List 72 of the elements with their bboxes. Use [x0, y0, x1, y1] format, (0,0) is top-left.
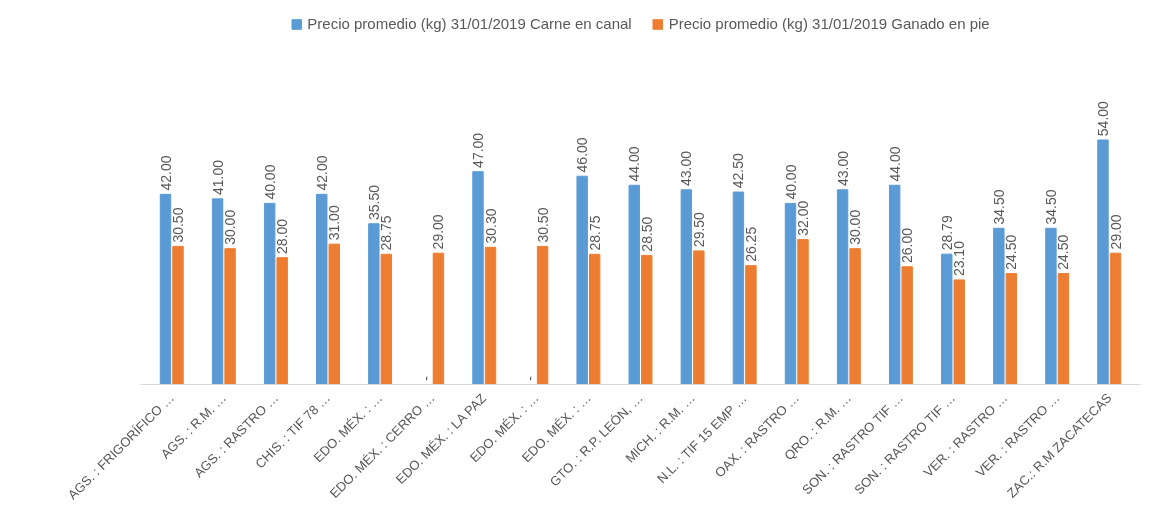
bar [316, 193, 328, 385]
data-label: 26.25 [742, 226, 759, 262]
data-label: 29.00 [430, 214, 447, 250]
data-label: 41.00 [209, 159, 226, 196]
bar [693, 250, 705, 385]
bar [641, 254, 653, 385]
bar [211, 198, 224, 385]
bar [224, 248, 236, 385]
bar [628, 184, 640, 385]
data-label: 46.00 [574, 137, 591, 173]
data-label: 28.50 [638, 216, 655, 252]
bar [432, 252, 445, 385]
data-label: 30.50 [534, 207, 551, 243]
data-label: 28.00 [274, 218, 291, 254]
bar [159, 193, 172, 385]
bar [263, 202, 276, 385]
data-label: 42.00 [313, 155, 330, 191]
bar [472, 171, 484, 385]
data-label: 24.50 [1055, 234, 1072, 270]
bar [732, 191, 745, 385]
data-label: 31.00 [326, 205, 343, 241]
bar [784, 202, 797, 385]
data-label: 44.00 [886, 146, 903, 182]
bar [576, 175, 588, 385]
legend-label: Precio promedio (kg) 31/01/2019 Ganado en pie [668, 15, 990, 32]
bar [368, 223, 380, 385]
bar [849, 248, 861, 385]
data-label: 30.00 [847, 209, 864, 245]
legend-label: Precio promedio (kg) 31/01/2019 Carne en canal [307, 15, 632, 32]
bar [484, 246, 497, 385]
bar [1109, 252, 1122, 385]
bar [588, 253, 601, 385]
data-label: 40.00 [261, 164, 278, 200]
data-label: 29.50 [690, 211, 707, 248]
text: - [522, 376, 539, 381]
data-label: 34.50 [1042, 189, 1059, 225]
bar [1045, 227, 1057, 385]
data-label: 54.00 [1095, 100, 1111, 137]
bar [953, 279, 965, 385]
data-label: 29.00 [1107, 214, 1124, 250]
data-label: 30.50 [170, 207, 186, 243]
data-label: 43.00 [678, 150, 695, 186]
bar [680, 189, 693, 385]
bar [797, 239, 809, 385]
bar [888, 184, 901, 385]
bar [276, 257, 288, 385]
data-label: 30.30 [482, 208, 499, 244]
bar [536, 245, 549, 385]
bar [1097, 139, 1109, 385]
data-label: 40.00 [782, 164, 799, 200]
bar [901, 266, 913, 385]
bar [328, 243, 340, 385]
data-label: 34.50 [990, 189, 1007, 225]
data-label: 43.00 [834, 150, 851, 186]
data-label: 24.50 [1003, 234, 1020, 270]
bar [745, 265, 757, 385]
text: - [417, 376, 434, 381]
data-label: 30.00 [222, 209, 239, 245]
data-label: 32.00 [795, 200, 811, 236]
bar [172, 245, 184, 385]
data-label: 28.75 [586, 215, 603, 251]
data-label: 26.00 [899, 227, 916, 263]
bar [836, 189, 849, 385]
bar [380, 253, 393, 385]
bar [1057, 273, 1070, 385]
data-label: 47.00 [470, 132, 486, 168]
data-label: 42.00 [157, 155, 174, 191]
data-label: 42.50 [730, 153, 747, 189]
bar [941, 253, 953, 385]
data-label: 44.00 [626, 146, 643, 182]
bar [1005, 273, 1018, 385]
bar [993, 227, 1005, 385]
